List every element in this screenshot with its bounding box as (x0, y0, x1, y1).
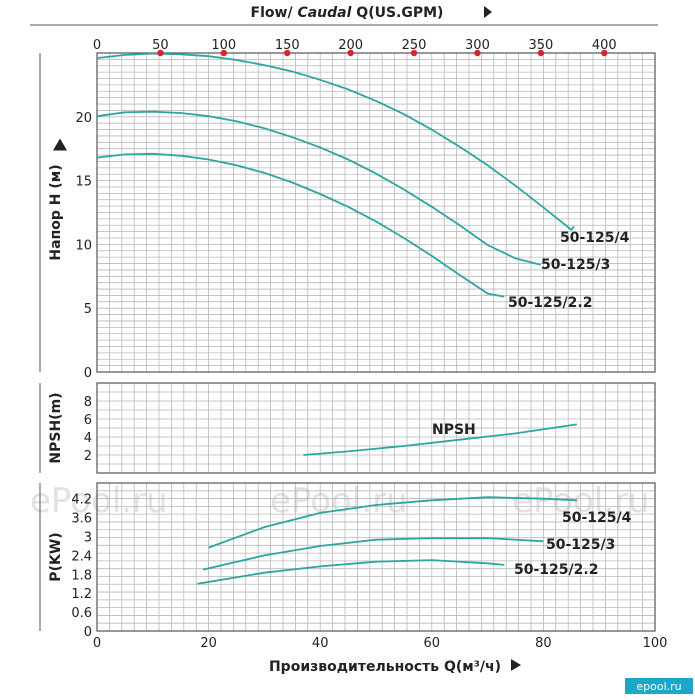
top-axis-marker (537, 49, 545, 57)
panel-npsh: 2 4 6 8 NPSH(m) NPSH (48, 382, 656, 474)
chart-title-rest: Q(US.GPM) (351, 5, 443, 21)
top-axis-marker (347, 49, 354, 57)
y-tick-label: 10 (75, 238, 92, 253)
y-tick-label: 8 (84, 395, 92, 410)
top-x-tick-label: 350 (528, 38, 553, 53)
series-line-50-125-2-2 (96, 152, 505, 298)
y-axis-label: P(KW) (48, 532, 64, 581)
top-axis-marker (157, 49, 164, 57)
y-tick-label: 5 (84, 302, 92, 317)
series-line-50-125-3 (202, 537, 544, 571)
series-label: NPSH (432, 422, 476, 438)
chart-title-italic: Caudal (297, 5, 351, 21)
y-tick-label: 1.2 (71, 587, 92, 602)
series-label: 50-125/2.2 (514, 562, 598, 578)
y-tick-label: 0 (84, 625, 92, 640)
top-axis-marker (410, 49, 418, 57)
top-x-tick-label: 100 (211, 38, 236, 53)
y-tick-label: 0.6 (71, 606, 92, 621)
top-axis-marker (601, 49, 608, 57)
y-tick-label: 2 (84, 449, 92, 464)
x-axis-label: Производительность Q(м³/ч) (269, 659, 501, 675)
series-line-50-125-2-2 (197, 559, 505, 585)
y-tick-label: 1.8 (71, 568, 92, 583)
y-tick-label: 6 (84, 413, 92, 428)
x-axis-arrow-icon (511, 659, 521, 671)
top-axis-marker (284, 49, 291, 57)
top-x-tick-label: 0 (93, 38, 101, 53)
watermark-text: ePool.ru (270, 481, 408, 521)
series-line-50-125-4 (96, 52, 575, 231)
series-line-50-125-3 (96, 110, 541, 266)
series-label: 50-125/3 (541, 257, 610, 273)
x-tick-label: 0 (93, 636, 101, 651)
y-axis-label: NPSH(m) (48, 392, 64, 463)
x-tick-label: 60 (424, 636, 441, 651)
y-axis-arrow-icon (53, 138, 67, 151)
series-line-npsh (303, 423, 578, 456)
y-axis-label: Напор H (м) (48, 164, 64, 260)
y-tick-label: 3 (84, 531, 92, 546)
y-tick-label: 0 (84, 366, 92, 381)
series-label: 50-125/4 (560, 230, 630, 246)
panel-frame (96, 382, 656, 474)
panel-power: 00.61.21.82.433.64.2P(KW)50-125/450-125/… (48, 482, 668, 675)
brand-text: epool.ru (636, 680, 681, 693)
series-label: 50-125/3 (546, 537, 615, 553)
x-tick-label: 80 (535, 636, 552, 651)
chart-title-plain: Flow/ (251, 5, 298, 21)
panel-frame (96, 482, 656, 632)
top-x-tick-label: 400 (592, 38, 617, 53)
y-tick-label: 20 (75, 111, 92, 126)
y-tick-label: 3.6 (71, 512, 92, 527)
brand-badge (625, 678, 693, 694)
y-tick-label: 15 (75, 175, 92, 190)
panel-head: 0 5 10 15 20 Напор H (м) 0 50 100 150 200 250 300 350… (30, 5, 658, 381)
x-tick-label: 20 (200, 636, 217, 651)
series-label: 50-125/2.2 (508, 295, 592, 311)
top-x-tick-label: 300 (465, 38, 490, 53)
x-tick-label: 40 (312, 636, 329, 651)
chart-title: Flow/ Caudal Q(US.GPM) (251, 5, 444, 21)
top-x-tick-label: 200 (338, 38, 363, 53)
y-tick-label: 4.2 (71, 493, 92, 508)
top-x-tick-label: 150 (275, 38, 300, 53)
series-label: 50-125/4 (562, 510, 632, 526)
y-tick-label: 2.4 (71, 549, 92, 564)
panel-frame (96, 52, 656, 373)
top-axis-marker (474, 49, 481, 57)
y-tick-label: 4 (84, 431, 92, 446)
top-axis-marker (220, 49, 228, 57)
x-tick-label: 100 (643, 636, 668, 651)
series-line-50-125-4 (208, 496, 577, 549)
top-x-tick-label: 50 (152, 38, 169, 53)
top-x-tick-label: 250 (402, 38, 427, 53)
title-arrow-icon (484, 6, 492, 18)
